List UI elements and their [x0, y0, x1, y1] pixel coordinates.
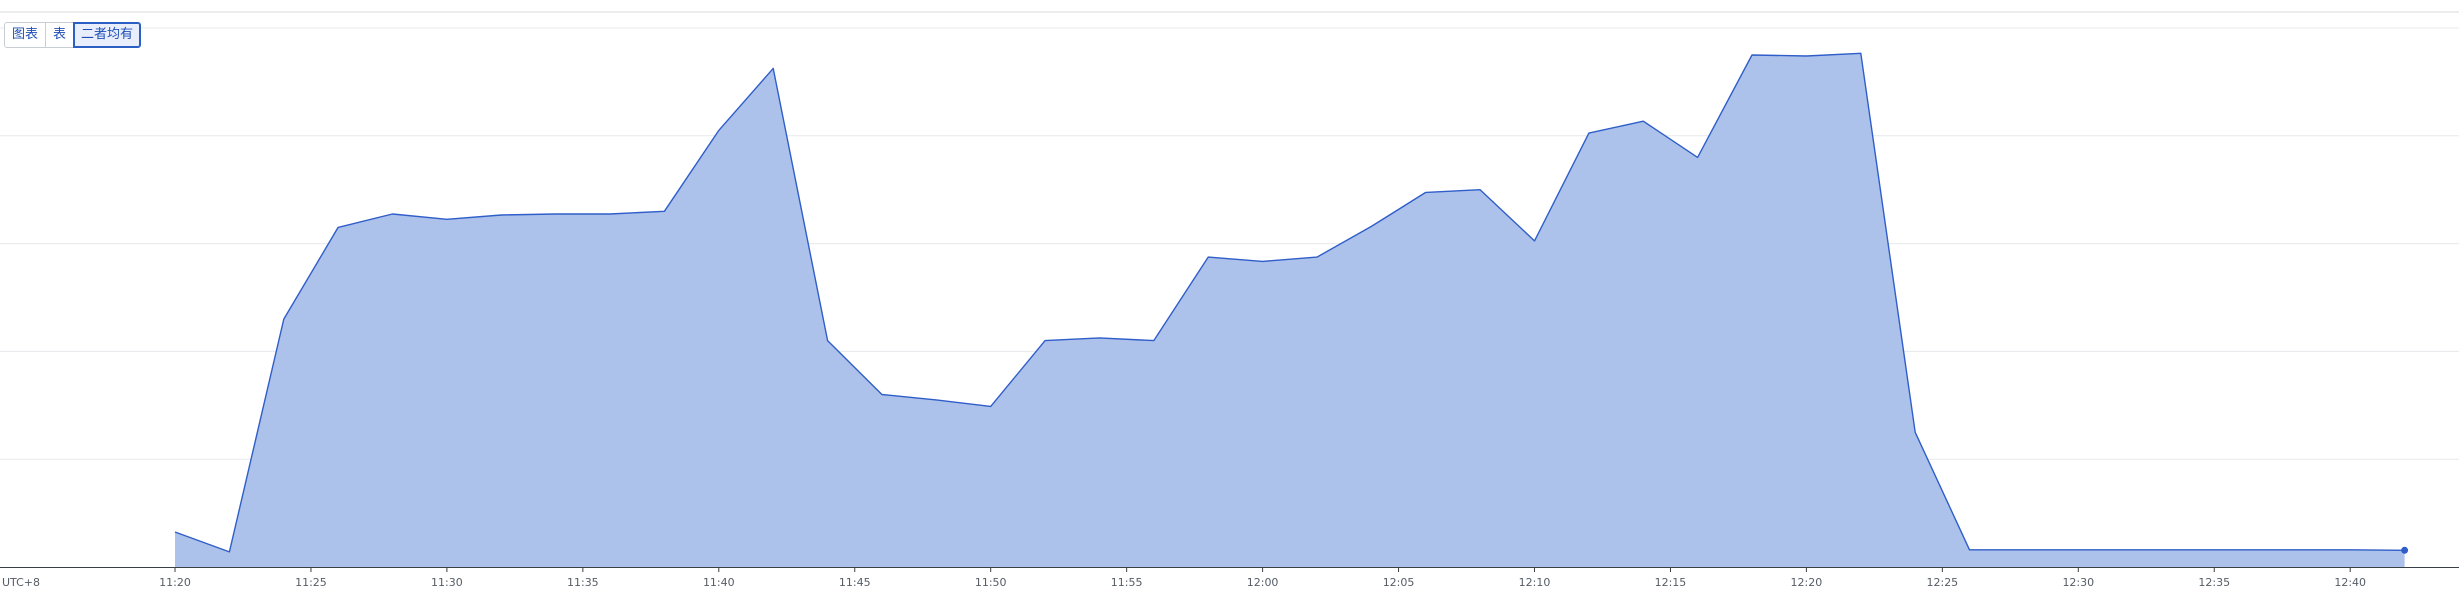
series-line: [174, 52, 2405, 553]
view-chart-button[interactable]: 图表: [4, 22, 47, 48]
x-tick-label: 11:55: [1111, 576, 1143, 589]
last-point-marker: [2401, 546, 2409, 554]
series-area: [174, 52, 2409, 568]
x-tick-label: 11:20: [159, 576, 191, 589]
view-table-button[interactable]: 表: [45, 22, 75, 48]
x-tick-label: 11:30: [431, 576, 463, 589]
x-tick-label: 12:35: [2198, 576, 2230, 589]
view-toggle: 图表 表 二者均有: [4, 22, 142, 48]
view-both-button[interactable]: 二者均有: [73, 22, 142, 48]
series-area-fill: [175, 53, 2405, 568]
x-tick-label: 12:25: [1926, 576, 1958, 589]
x-tick-label: 11:45: [839, 576, 871, 589]
x-axis: 11:20 11:25 11:30 11:35 11:40 11:45 11:50 11:55…: [0, 567, 2459, 589]
x-tick-label: 12:05: [1383, 576, 1415, 589]
x-tick-label: 11:35: [567, 576, 599, 589]
timezone-label: UTC+8: [2, 576, 40, 589]
x-tick-label: 12:00: [1247, 576, 1279, 589]
x-tick-label: 11:40: [703, 576, 735, 589]
x-tick-label: 12:30: [2062, 576, 2094, 589]
x-tick-label: 11:25: [295, 576, 327, 589]
x-tick-label: 12:40: [2334, 576, 2366, 589]
x-tick-label: 12:10: [1519, 576, 1551, 589]
x-tick-label: 12:15: [1655, 576, 1687, 589]
x-tick-label: 11:50: [975, 576, 1007, 589]
x-tick-label: 12:20: [1791, 576, 1823, 589]
